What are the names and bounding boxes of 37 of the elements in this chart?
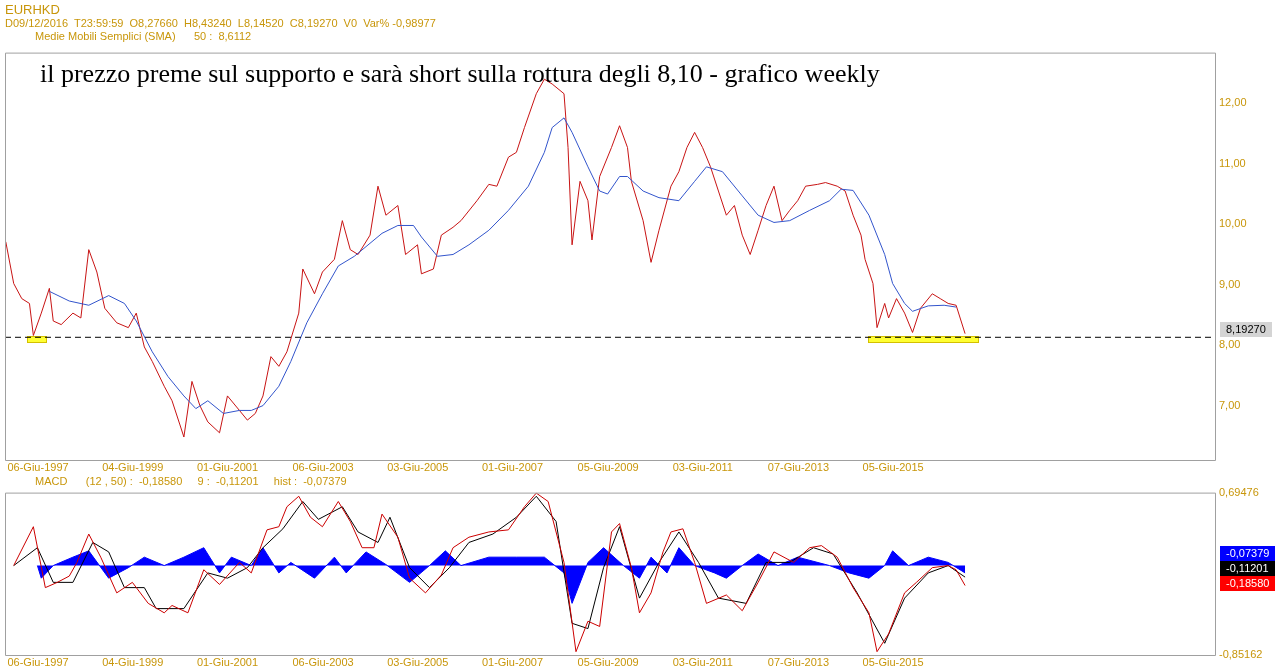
- x-tick-label: 05-Giu-2015: [862, 460, 924, 473]
- x-tick-label: 06-Giu-1997: [7, 460, 69, 473]
- y-tick-label: 10,00: [1219, 217, 1247, 230]
- x-tick-label: 03-Giu-2005: [387, 460, 449, 473]
- x-tick-label: 07-Giu-2013: [767, 460, 830, 473]
- x-tick-label: 01-Giu-2007: [481, 655, 544, 668]
- y-tick-label: 11,00: [1219, 156, 1246, 169]
- x-tick-label: 06-Giu-2003: [292, 655, 354, 668]
- text: 8,19270: [1220, 322, 1272, 337]
- x-tick-label: 01-Giu-2001: [196, 655, 259, 668]
- x-tick-label: 03-Giu-2011: [672, 655, 733, 668]
- x-tick-label: 06-Giu-2003: [292, 460, 354, 473]
- y-tick-label: 7,00: [1219, 398, 1241, 411]
- x-tick-label: 05-Giu-2015: [862, 655, 924, 668]
- x-tick-label: 03-Giu-2005: [387, 655, 449, 668]
- y-tick-label: 0,69476: [1219, 485, 1259, 498]
- chart-title: EURHKD: [5, 2, 60, 17]
- text: MACD (12 , 50) : -0,18580 9 : -0,11201 hist : -0,07379: [35, 475, 347, 487]
- x-tick-label: 07-Giu-2013: [767, 655, 830, 668]
- x-tick-label: 04-Giu-1999: [102, 655, 164, 668]
- x-tick-label: 01-Giu-2001: [196, 460, 259, 473]
- text: -0,07379: [1220, 546, 1276, 561]
- chart-subtitle: D09/12/2016 T23:59:59 O8,27660 H8,43240 L8,14520 C8,19270 V0 Var% -0,98977: [5, 17, 436, 29]
- y-tick-label: 9,00: [1219, 277, 1241, 290]
- x-tick-label: 03-Giu-2011: [672, 460, 733, 473]
- annotation: il prezzo preme sul supporto e sarà short sulla rottura degli 8,10 - grafico weekly: [40, 59, 880, 89]
- x-tick-label: 05-Giu-2009: [577, 460, 639, 473]
- x-tick-label: 01-Giu-2007: [481, 460, 544, 473]
- x-tick-label: 04-Giu-1999: [102, 460, 164, 473]
- text: -0,18580: [1220, 576, 1276, 591]
- y-tick-label: -0,85162: [1219, 648, 1263, 661]
- text: Medie Mobili Semplici (SMA) 50 : 8,6112: [35, 30, 252, 42]
- text: -0,11201: [1220, 561, 1275, 576]
- y-tick-label: 12,00: [1219, 96, 1247, 109]
- y-tick-label: 8,00: [1219, 338, 1241, 351]
- x-tick-label: 06-Giu-1997: [7, 655, 69, 668]
- x-tick-label: 05-Giu-2009: [577, 655, 639, 668]
